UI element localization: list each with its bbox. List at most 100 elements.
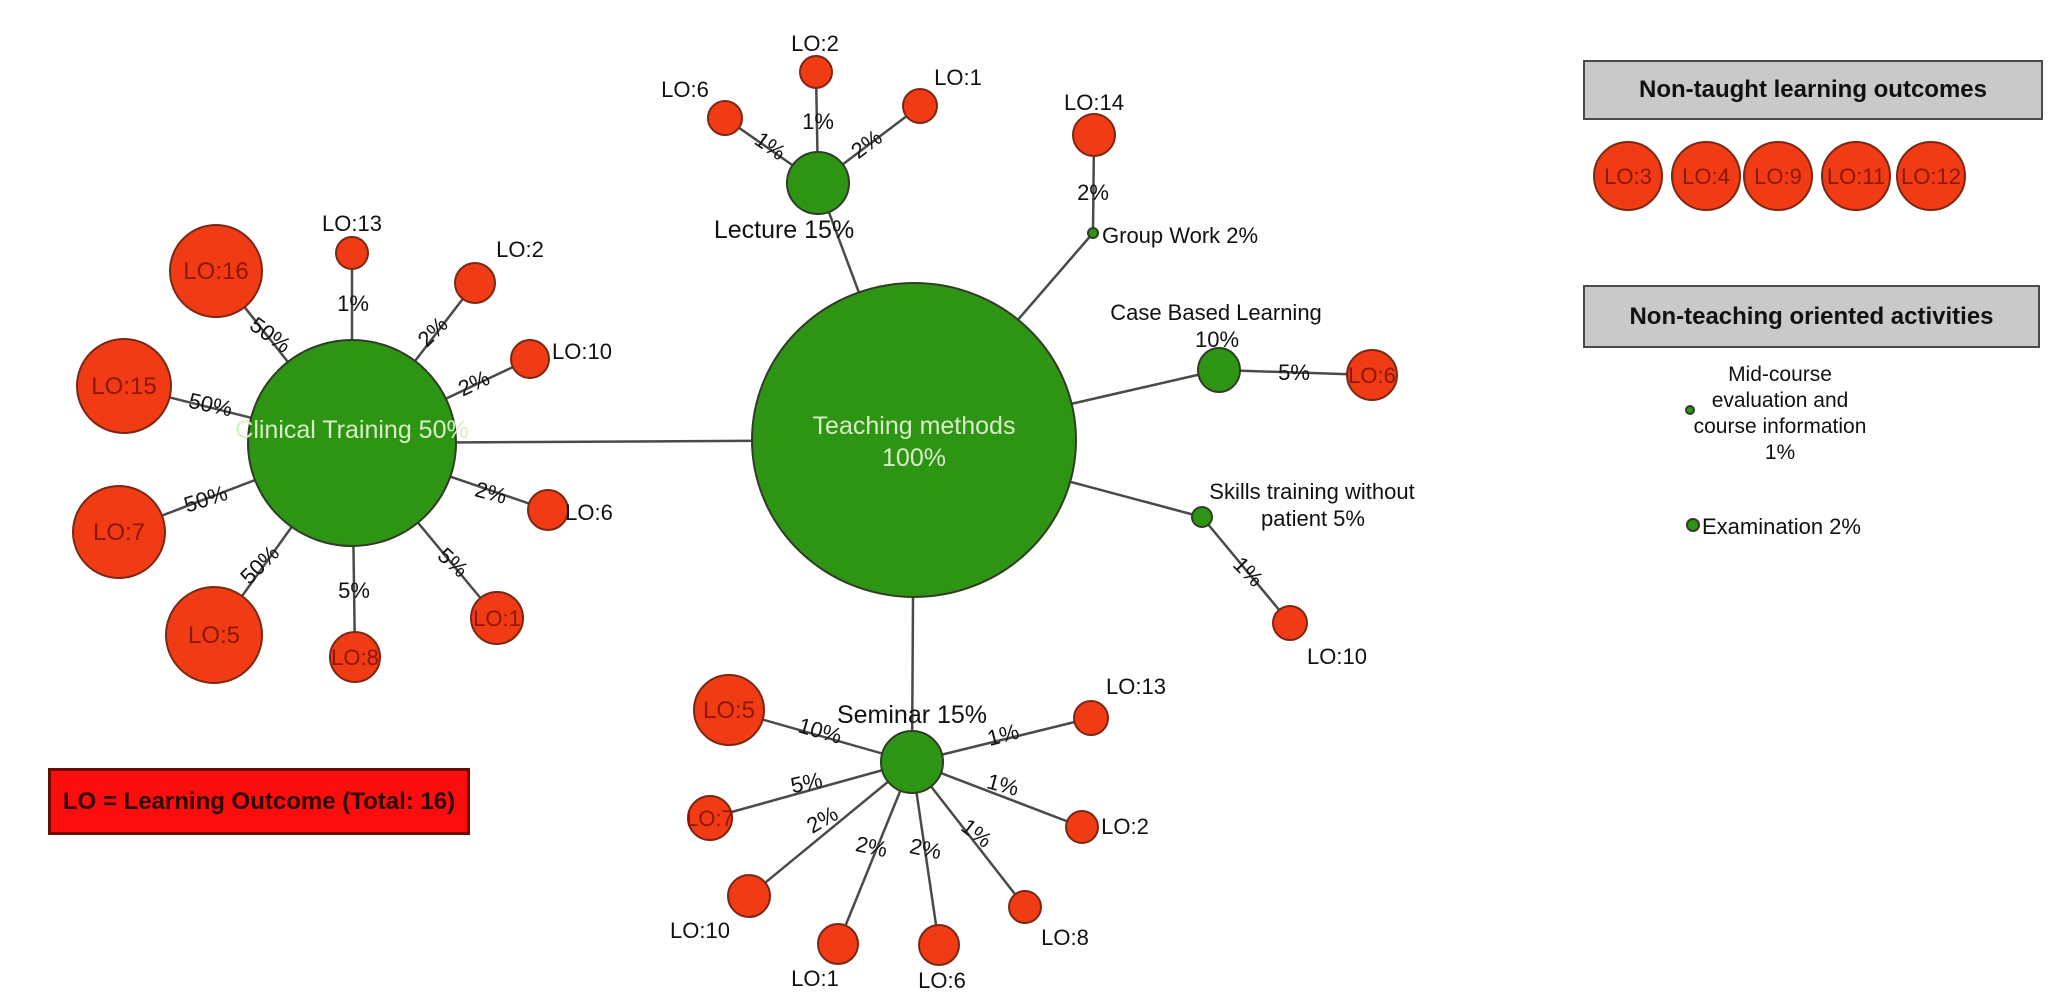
node-nt_lo11 <box>1821 141 1891 211</box>
node-ext-label-cl_lo6-0: LO:6 <box>565 500 613 525</box>
node-ext-label-cl_lo10-0: LO:10 <box>552 339 612 364</box>
node-middot <box>1685 405 1695 415</box>
node-cb_lo6 <box>1346 349 1398 401</box>
node-label-cl_lo16: LO:16 <box>183 258 248 285</box>
node-sem_lo10 <box>727 874 771 918</box>
node-sem_lo13 <box>1073 700 1109 736</box>
node-casebased <box>1197 347 1241 393</box>
midcourse-line-4: 1% <box>1764 441 1796 464</box>
edge-label-seminar-sem_lo8: 1% <box>956 813 996 852</box>
node-ext-label-seminar-0: Seminar 15% <box>837 701 987 729</box>
edge-label-seminar-sem_lo2: 1% <box>984 769 1021 801</box>
edge-seminar-sem_lo7 <box>709 760 913 820</box>
node-ext-label-sem_lo13-0: LO:13 <box>1106 674 1166 699</box>
node-cl_lo13 <box>335 236 369 270</box>
node-ext-label-sem_lo10-0: LO:10 <box>670 918 730 943</box>
edge-label-seminar-sem_lo1: 2% <box>853 831 889 862</box>
non-teaching-header: Non-teaching oriented activities <box>1583 285 2040 348</box>
node-lecture <box>786 151 850 215</box>
edge-label-seminar-sem_lo7: 5% <box>788 767 824 798</box>
node-ext-label-lo14-0: LO:14 <box>1064 90 1124 115</box>
node-cl_lo10 <box>510 339 550 379</box>
edge-seminar-sem_lo1 <box>836 761 914 945</box>
node-seminar <box>880 730 944 794</box>
edge-seminar-sem_lo10 <box>748 761 913 897</box>
node-nt_lo12 <box>1896 141 1966 211</box>
node-sem_lo1 <box>817 923 859 965</box>
node-label-nt_lo11: LO:11 <box>1827 164 1885 189</box>
non-teaching-header-label: Non-teaching oriented activities <box>1629 302 1994 330</box>
edge-label-clinical-cl_lo7: 50% <box>181 480 231 517</box>
node-cl_lo6 <box>527 489 569 531</box>
edge-label-casebased-cb_lo6: 5% <box>1278 360 1310 385</box>
node-ext-label-sk_lo10-0: LO:10 <box>1307 644 1367 669</box>
legend-label: LO = Learning Outcome (Total: 16) <box>62 787 456 815</box>
node-ext-label-lec_lo6-0: LO:6 <box>661 77 709 102</box>
node-skillsdot <box>1191 506 1213 528</box>
edge-label-clinical-cl_lo8: 5% <box>338 578 370 603</box>
examination-activity-label: Examination 2% <box>1702 514 1861 539</box>
node-lec_lo1 <box>902 88 938 124</box>
node-label-cl_lo7: LO:7 <box>93 519 145 546</box>
node-ext-label-sem_lo6-0: LO:6 <box>918 968 966 993</box>
node-ext-label-groupdot-0: Group Work 2% <box>1102 223 1258 248</box>
node-label-nt_lo12: LO:12 <box>1901 164 1961 189</box>
node-label-sem_lo5: LO:5 <box>703 697 755 724</box>
edge-label-clinical-cl_lo6: 2% <box>472 477 509 509</box>
node-cl_lo8 <box>329 631 381 683</box>
edge-label-seminar-sem_lo10: 2% <box>802 801 842 839</box>
node-label-cl_lo5: LO:5 <box>188 622 240 649</box>
node-ext-label-lec_lo1-0: LO:1 <box>934 65 982 90</box>
legend-box: LO = Learning Outcome (Total: 16) <box>48 768 470 835</box>
node-cl_lo1 <box>470 591 524 645</box>
edge-label-seminar-sem_lo6: 2% <box>907 833 943 864</box>
node-label-teaching-0: Teaching methods <box>813 412 1016 440</box>
node-nt_lo3 <box>1593 141 1663 211</box>
node-label-cl_lo15: LO:15 <box>91 373 156 400</box>
node-sem_lo8 <box>1008 890 1042 924</box>
node-ext-label-casebased-0: Case Based Learning <box>1110 300 1322 325</box>
non-taught-header: Non-taught learning outcomes <box>1583 60 2043 120</box>
non-taught-header-label: Non-taught learning outcomes <box>1639 76 1987 103</box>
midcourse-line-3: course information <box>1693 415 1867 438</box>
node-sem_lo2 <box>1065 810 1099 844</box>
node-ext-label-sem_lo8-0: LO:8 <box>1041 925 1089 950</box>
node-label-nt_lo3: LO:3 <box>1604 164 1652 189</box>
edge-label-lecture-lec_lo2: 1% <box>802 109 834 134</box>
node-groupdot <box>1087 227 1099 239</box>
node-lo14 <box>1072 113 1116 157</box>
node-cl_lo2 <box>454 262 496 304</box>
edge-label-clinical-cl_lo13: 1% <box>337 291 369 316</box>
node-lec_lo2 <box>799 55 833 89</box>
node-nt_lo4 <box>1671 141 1741 211</box>
node-lec_lo6 <box>707 100 743 136</box>
node-examdot <box>1686 518 1700 532</box>
node-label-nt_lo4: LO:4 <box>1682 164 1730 189</box>
edge-label-clinical-cl_lo10: 2% <box>454 365 493 401</box>
node-label-nt_lo9: LO:9 <box>1754 164 1802 189</box>
node-label-clinical-0: Clinical Training 50% <box>235 416 468 444</box>
node-label-cl_lo8: LO:8 <box>331 645 379 670</box>
node-ext-label-sem_lo2-0: LO:2 <box>1101 814 1149 839</box>
node-ext-label-casebased-1: 10% <box>1195 327 1239 352</box>
node-label-cl_lo1: LO:1 <box>473 606 521 631</box>
node-label-sem_lo7: LO:7 <box>686 806 734 831</box>
node-sk_lo10 <box>1272 605 1308 641</box>
node-teaching <box>751 282 1077 598</box>
node-label-teaching-1: 100% <box>882 444 946 472</box>
edge-label-lo14-groupdot: 2% <box>1077 180 1109 205</box>
edge-label-clinical-cl_lo2: 2% <box>413 312 453 352</box>
midcourse-line-1: Mid-course <box>1728 363 1832 386</box>
node-ext-label-sem_lo1-0: LO:1 <box>791 966 839 991</box>
node-ext-label-skillsdot-0: Skills training without <box>1209 479 1414 504</box>
node-ext-label-cl_lo2-0: LO:2 <box>496 237 544 262</box>
node-cl_lo15 <box>76 338 172 434</box>
node-ext-label-cl_lo13-0: LO:13 <box>322 211 382 236</box>
midcourse-line-2: evaluation and <box>1711 389 1849 412</box>
node-cl_lo7 <box>72 485 166 579</box>
node-ext-label-lec_lo2-0: LO:2 <box>791 31 839 56</box>
edge-label-clinical-cl_lo15: 50% <box>186 388 234 422</box>
node-sem_lo6 <box>918 924 960 966</box>
